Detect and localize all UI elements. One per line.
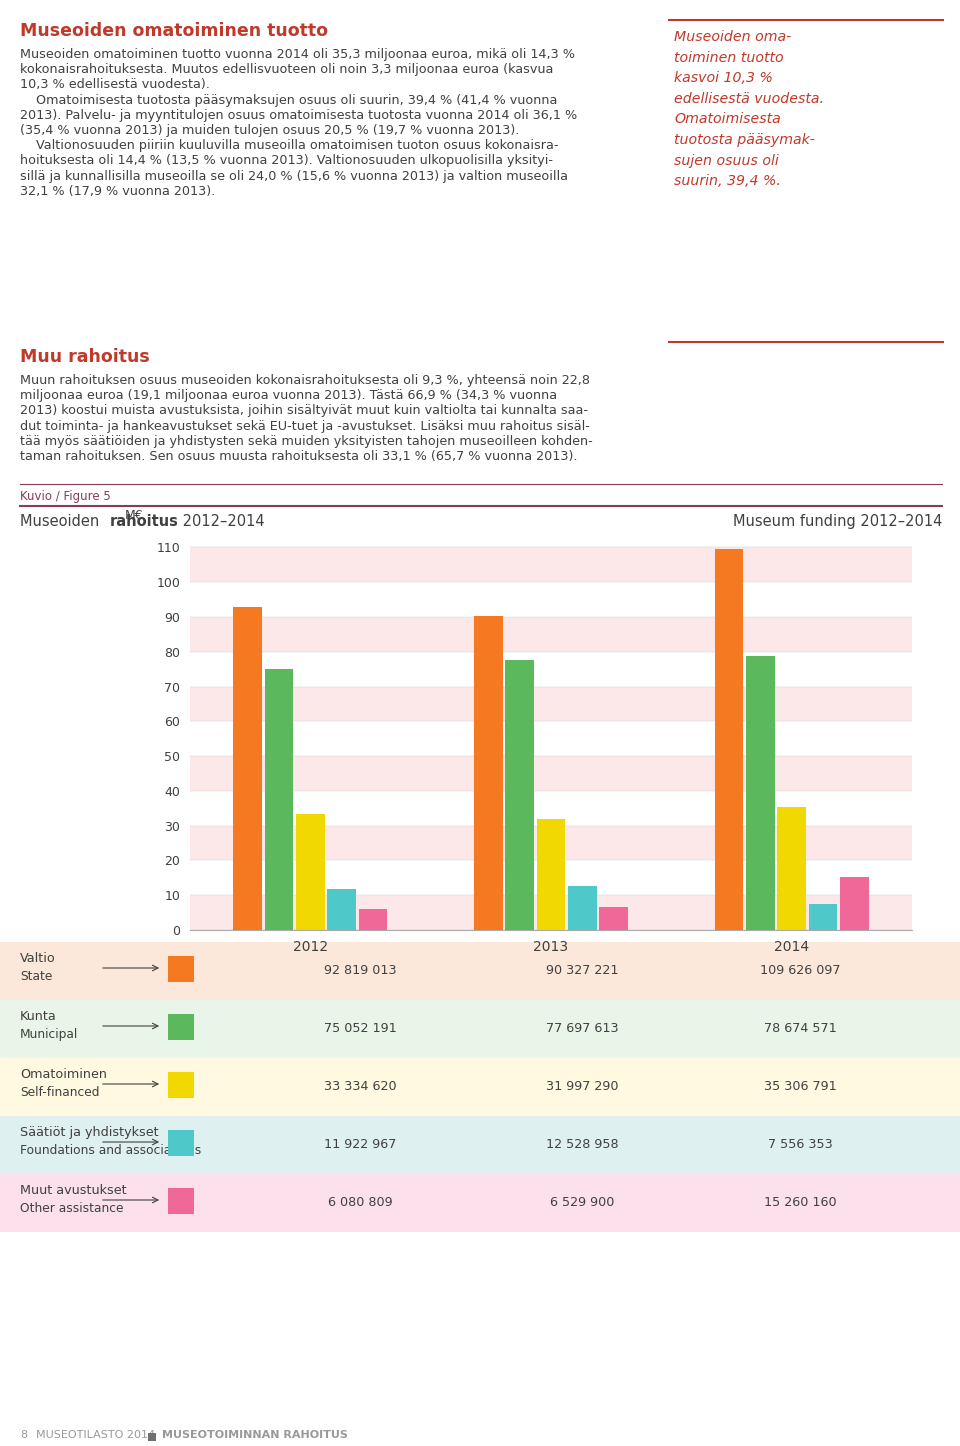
Text: M€: M€ <box>125 509 143 522</box>
Bar <box>474 616 503 930</box>
Text: 92 819 013: 92 819 013 <box>324 964 396 977</box>
Bar <box>0 1174 960 1232</box>
Text: kokonaisrahoituksesta. Muutos edellisvuoteen oli noin 3,3 miljoonaa euroa (kasvu: kokonaisrahoituksesta. Muutos edellisvuo… <box>20 64 553 77</box>
Text: Municipal: Municipal <box>20 1028 79 1041</box>
Text: 33 334 620: 33 334 620 <box>324 1080 396 1093</box>
Text: Valtionosuuden piiriin kuuluvilla museoilla omatoimisen tuoton osuus kokonaisra-: Valtionosuuden piiriin kuuluvilla museoi… <box>20 139 559 152</box>
Bar <box>233 607 262 930</box>
Text: Säätiöt ja yhdistykset: Säätiöt ja yhdistykset <box>20 1126 158 1139</box>
Bar <box>0 1116 960 1174</box>
Bar <box>265 669 294 930</box>
Text: MUSEOTILASTO 2014: MUSEOTILASTO 2014 <box>36 1430 156 1440</box>
Bar <box>190 583 912 617</box>
Text: 78 674 571: 78 674 571 <box>763 1022 836 1035</box>
Text: sillä ja kunnallisilla museoilla se oli 24,0 % (15,6 % vuonna 2013) ja valtion m: sillä ja kunnallisilla museoilla se oli … <box>20 169 568 182</box>
Bar <box>568 886 597 930</box>
Text: rahoitus: rahoitus <box>110 513 179 529</box>
Bar <box>190 826 912 860</box>
Text: Omatoiminen: Omatoiminen <box>20 1069 107 1082</box>
Text: 77 697 613: 77 697 613 <box>545 1022 618 1035</box>
Bar <box>599 907 628 930</box>
Text: 6 080 809: 6 080 809 <box>327 1196 393 1209</box>
Bar <box>714 548 743 930</box>
Bar <box>190 722 912 756</box>
Text: Muu rahoitus: Muu rahoitus <box>20 348 150 366</box>
Text: 15 260 160: 15 260 160 <box>764 1196 836 1209</box>
Text: Museoiden omatoiminen tuotto vuonna 2014 oli 35,3 miljoonaa euroa, mikä oli 14,3: Museoiden omatoiminen tuotto vuonna 2014… <box>20 48 575 61</box>
Text: 10,3 % edellisestä vuodesta).: 10,3 % edellisestä vuodesta). <box>20 78 210 91</box>
Bar <box>190 687 912 722</box>
Text: 2013) koostui muista avustuksista, joihin sisältyivät muut kuin valtiolta tai ku: 2013) koostui muista avustuksista, joihi… <box>20 405 588 418</box>
Bar <box>0 1058 960 1116</box>
Text: (35,4 % vuonna 2013) ja muiden tulojen osuus 20,5 % (19,7 % vuonna 2013).: (35,4 % vuonna 2013) ja muiden tulojen o… <box>20 124 519 137</box>
Text: 11 922 967: 11 922 967 <box>324 1138 396 1151</box>
Text: Museoiden oma-
toiminen tuotto
kasvoi 10,3 %
edellisestä vuodesta.
Omatoimisesta: Museoiden oma- toiminen tuotto kasvoi 10… <box>674 30 824 188</box>
Text: 109 626 097: 109 626 097 <box>759 964 840 977</box>
Bar <box>358 910 387 930</box>
Text: Museoiden: Museoiden <box>20 513 104 529</box>
Text: Other assistance: Other assistance <box>20 1202 124 1215</box>
Bar <box>148 1433 156 1442</box>
Bar <box>537 818 565 930</box>
Text: State: State <box>20 970 53 983</box>
Text: 12 528 958: 12 528 958 <box>545 1138 618 1151</box>
Text: Self-financed: Self-financed <box>20 1086 100 1099</box>
Bar <box>0 1001 960 1058</box>
Bar <box>190 548 912 583</box>
Text: tää myös säätiöiden ja yhdistysten sekä muiden yksityisten tahojen museoilleen k: tää myös säätiöiden ja yhdistysten sekä … <box>20 435 592 448</box>
Bar <box>190 617 912 652</box>
Text: 2013). Palvelu- ja myyntitulojen osuus omatoimisesta tuotosta vuonna 2014 oli 36: 2013). Palvelu- ja myyntitulojen osuus o… <box>20 108 577 121</box>
Bar <box>168 1014 194 1040</box>
Text: Kunta: Kunta <box>20 1009 57 1022</box>
Text: Omatoimisesta tuotosta pääsymaksujen osuus oli suurin, 39,4 % (41,4 % vuonna: Omatoimisesta tuotosta pääsymaksujen osu… <box>20 94 558 107</box>
Bar <box>327 888 356 930</box>
Bar <box>808 904 837 930</box>
Text: 32,1 % (17,9 % vuonna 2013).: 32,1 % (17,9 % vuonna 2013). <box>20 185 215 198</box>
Bar <box>168 1129 194 1155</box>
Text: 6 529 900: 6 529 900 <box>550 1196 614 1209</box>
Bar <box>840 876 869 930</box>
Text: Muun rahoituksen osuus museoiden kokonaisrahoituksesta oli 9,3 %, yhteensä noin : Muun rahoituksen osuus museoiden kokonai… <box>20 375 590 388</box>
Text: Valtio: Valtio <box>20 951 56 964</box>
Bar <box>778 807 806 930</box>
Bar <box>0 941 960 1001</box>
Text: 31 997 290: 31 997 290 <box>545 1080 618 1093</box>
Text: Foundations and associations: Foundations and associations <box>20 1144 202 1157</box>
Bar <box>190 860 912 895</box>
Text: 90 327 221: 90 327 221 <box>545 964 618 977</box>
Text: hoituksesta oli 14,4 % (13,5 % vuonna 2013). Valtionosuuden ulkopuolisilla yksit: hoituksesta oli 14,4 % (13,5 % vuonna 20… <box>20 155 553 168</box>
Text: 75 052 191: 75 052 191 <box>324 1022 396 1035</box>
Text: 35 306 791: 35 306 791 <box>763 1080 836 1093</box>
Text: dut toiminta- ja hankeavustukset sekä EU-tuet ja -avustukset. Lisäksi muu rahoit: dut toiminta- ja hankeavustukset sekä EU… <box>20 419 589 432</box>
Text: miljoonaa euroa (19,1 miljoonaa euroa vuonna 2013). Tästä 66,9 % (34,3 % vuonna: miljoonaa euroa (19,1 miljoonaa euroa vu… <box>20 389 557 402</box>
Text: taman rahoituksen. Sen osuus muusta rahoituksesta oli 33,1 % (65,7 % vuonna 2013: taman rahoituksen. Sen osuus muusta raho… <box>20 450 578 463</box>
Bar <box>190 756 912 791</box>
Text: 8: 8 <box>20 1430 27 1440</box>
Text: MUSEOTOIMINNAN RAHOITUS: MUSEOTOIMINNAN RAHOITUS <box>162 1430 348 1440</box>
Bar <box>168 1189 194 1215</box>
Bar <box>296 814 324 930</box>
Text: 2012–2014: 2012–2014 <box>178 513 265 529</box>
Bar <box>190 652 912 687</box>
Bar <box>190 791 912 826</box>
Bar <box>168 1071 194 1098</box>
Text: Muut avustukset: Muut avustukset <box>20 1184 127 1197</box>
Bar <box>168 956 194 982</box>
Text: Museoiden omatoiminen tuotto: Museoiden omatoiminen tuotto <box>20 22 328 40</box>
Bar <box>505 659 534 930</box>
Bar <box>746 656 775 930</box>
Text: 7 556 353: 7 556 353 <box>768 1138 832 1151</box>
Bar <box>190 895 912 930</box>
Text: Kuvio / Figure 5: Kuvio / Figure 5 <box>20 490 110 503</box>
Text: Museum funding 2012–2014: Museum funding 2012–2014 <box>732 513 942 529</box>
